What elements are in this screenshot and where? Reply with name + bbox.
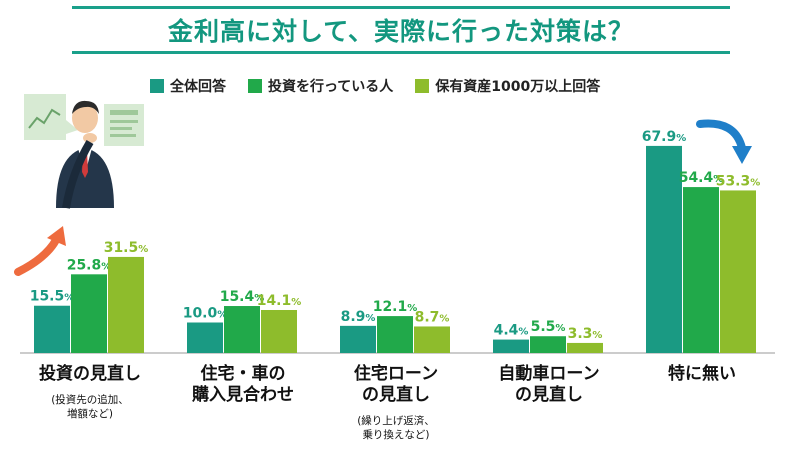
data-label-s2-c5: 54.4% [679,170,724,186]
legend-swatch-3 [415,79,430,93]
arrow-down-head-icon [732,146,752,164]
category-label-4: 自動車ローン の見直し [498,364,600,405]
legend-label-2: 投資を行っている人 [268,79,394,95]
category-label-1: 投資の見直し [39,364,141,384]
chart-board-icon [24,94,66,140]
data-label-s1-c1: 15.5% [30,289,75,305]
bar-s3-c5 [720,190,756,353]
category-label-2: 住宅・車の 購入見合わせ [192,364,294,405]
bar-s1-c3 [340,325,376,353]
legend-item-3: 保有資産1000万以上回答 [415,76,600,96]
bar-s1-c1 [34,305,70,353]
data-label-s2-c3: 12.1% [373,299,418,315]
bar-s1-c2 [187,322,223,353]
illustration-person-icon [24,94,144,209]
category-label-3: 住宅ローン の見直し [353,364,439,405]
data-label-s3-c5: 53.3% [716,173,761,189]
data-label-s2-c1: 25.8% [67,257,112,273]
bar-s2-c5 [683,187,719,353]
bar-s3-c1 [108,256,144,353]
legend-item-2: 投資を行っている人 [248,76,393,96]
data-label-s1-c3: 8.9% [341,309,376,325]
legend-item-1: 全体回答 [150,76,226,96]
title-frame: 金利高に対して、実際に行った対策は？ [72,6,730,54]
category-label-5: 特に無い [668,364,736,384]
bar-s3-c3 [414,326,450,353]
page-title: 金利高に対して、実際に行った対策は？ [167,17,634,46]
data-label-s3-c4: 3.3% [568,326,603,342]
bars-layer: 15.5% 25.8%31.5% 10.0%15.4%14.1% 8.9%12.1%8… [30,129,761,353]
legend-swatch-2 [248,79,262,93]
legend: 全体回答 投資を行っている人 保有資産1000万以上回答 [150,76,622,96]
arrow-up-head-icon [47,226,66,246]
data-label-s2-c2: 15.4% [220,289,265,305]
data-label-s3-c2: 14.1% [257,293,302,309]
arrow-up-icon [14,236,60,276]
data-label-s1-c4: 4.4% [494,323,529,339]
data-label-s2-c4: 5.5% [531,319,566,335]
bar-s2-c2 [224,306,260,353]
bar-s2-c1 [71,274,107,353]
arrow-down-icon [696,119,746,152]
bar-s3-c4 [567,342,603,353]
data-label-s3-c1: 31.5% [104,240,149,256]
legend-label-1: 全体回答 [170,79,226,95]
bar-s2-c4 [530,336,566,353]
legend-swatch-1 [150,79,164,93]
bar-s2-c3 [377,316,413,353]
category-note-3: (繰り上げ返済、 乗り換えなど) [357,415,435,441]
data-label-s1-c2: 10.0% [183,306,228,322]
bar-s3-c2 [261,309,297,353]
bar-s1-c5 [646,145,682,353]
category-note-1: (投資先の追加、 増額など) [51,394,129,420]
legend-label-3: 保有資産1000万以上回答 [435,79,601,95]
data-label-s1-c5: 67.9% [642,129,687,145]
data-label-s3-c3: 8.7% [415,309,450,325]
bar-s1-c4 [493,339,529,353]
